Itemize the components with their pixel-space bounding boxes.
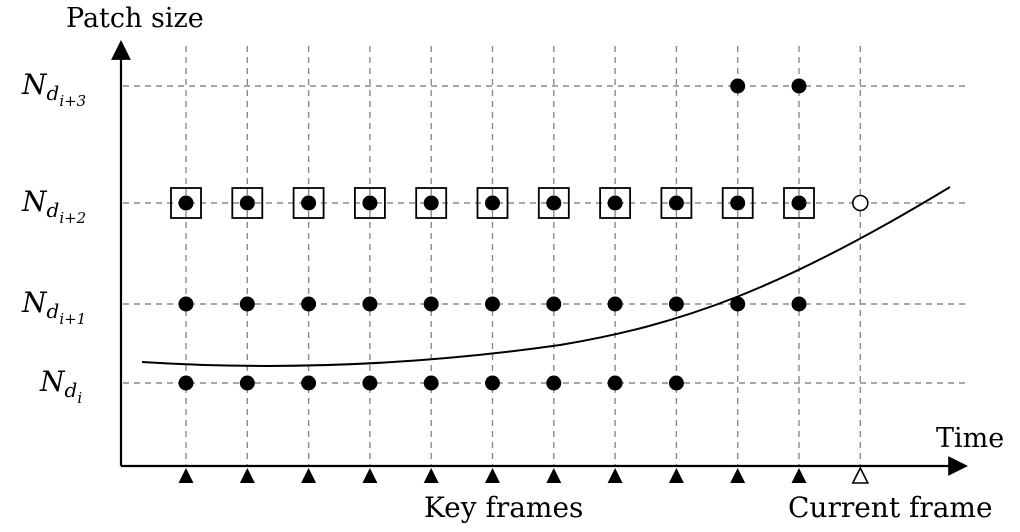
box-marker xyxy=(476,187,509,219)
filled-point xyxy=(791,195,807,211)
open-triangle-marker xyxy=(851,466,870,484)
grid-lines xyxy=(123,46,965,466)
y-level-label: Ndi+3 xyxy=(21,68,86,110)
filled-triangle-marker xyxy=(239,468,255,483)
box-marker xyxy=(292,187,325,219)
filled-point xyxy=(178,195,194,211)
filled-point xyxy=(423,296,439,312)
filled-point xyxy=(791,296,807,312)
labels: Patch size Time Key frames Current frame xyxy=(66,3,1004,524)
current-frame-caption: Current frame xyxy=(788,491,993,524)
filled-triangle-marker xyxy=(607,468,623,483)
y-level-label: Ndi xyxy=(39,365,82,407)
filled-triangle-marker xyxy=(791,468,807,483)
filled-point xyxy=(791,78,807,94)
filled-triangle-marker xyxy=(423,468,439,483)
filled-point xyxy=(730,195,746,211)
filled-point xyxy=(239,296,255,312)
filled-triangle-marker xyxy=(546,468,562,483)
filled-point xyxy=(362,296,378,312)
filled-point xyxy=(423,375,439,391)
filled-point xyxy=(668,195,684,211)
box-marker xyxy=(721,187,754,219)
box-marker xyxy=(415,187,448,219)
open-point xyxy=(851,194,869,212)
filled-point xyxy=(485,195,500,211)
axes xyxy=(111,40,968,476)
threshold-curve xyxy=(141,186,951,367)
filled-point xyxy=(362,375,378,391)
filled-point xyxy=(301,375,317,391)
filled-triangle-marker xyxy=(362,468,378,483)
filled-triangle-marker xyxy=(668,468,684,483)
box-marker xyxy=(353,187,386,219)
x-axis-title: Time xyxy=(936,423,1004,454)
box-marker xyxy=(599,187,631,219)
filled-point xyxy=(668,375,684,391)
filled-point xyxy=(301,195,317,211)
y-level-label: Ndi+2 xyxy=(21,185,86,227)
box-marker xyxy=(231,187,264,219)
filled-point xyxy=(239,375,255,391)
filled-point xyxy=(301,296,317,312)
filled-triangle-marker xyxy=(730,468,746,483)
filled-point xyxy=(485,375,500,391)
box-marker xyxy=(660,187,693,219)
threshold-curve-group xyxy=(141,186,951,367)
filled-triangle-marker xyxy=(485,468,500,483)
y-axis-title: Patch size xyxy=(66,3,204,34)
filled-point xyxy=(668,296,684,312)
filled-point xyxy=(178,296,194,312)
box-marker xyxy=(537,187,570,219)
y-level-label: Ndi+1 xyxy=(21,286,86,328)
box-marker xyxy=(783,187,815,219)
patch-points xyxy=(170,78,869,391)
filled-point xyxy=(546,195,562,211)
filled-triangle-marker xyxy=(301,468,317,483)
filled-point xyxy=(730,296,746,312)
filled-point xyxy=(730,78,746,94)
filled-point xyxy=(546,375,562,391)
filled-point xyxy=(546,296,562,312)
y-level-labels: Ndi Ndi+1 Ndi+2 Ndi+3 xyxy=(21,68,86,407)
filled-point xyxy=(362,195,378,211)
filled-point xyxy=(607,195,623,211)
filled-point xyxy=(178,375,194,391)
filled-triangle-marker xyxy=(178,468,194,483)
filled-point xyxy=(239,195,255,211)
filled-point xyxy=(607,296,623,312)
filled-point xyxy=(485,296,500,312)
frame-markers xyxy=(178,466,870,484)
filled-point xyxy=(607,375,623,391)
key-frames-caption: Key frames xyxy=(424,491,583,524)
box-marker xyxy=(170,187,202,219)
filled-point xyxy=(423,195,439,211)
